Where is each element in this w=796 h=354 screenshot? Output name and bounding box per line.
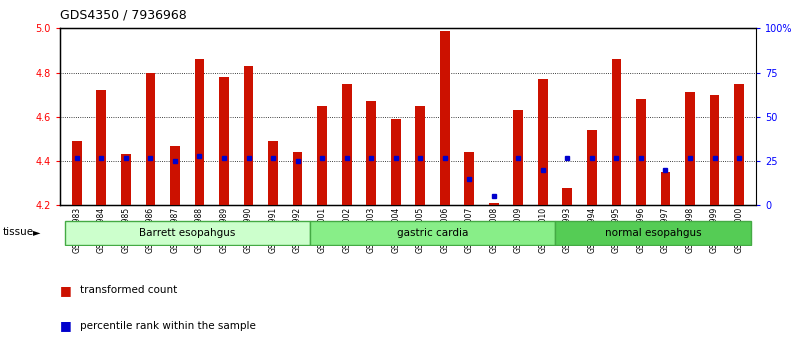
Bar: [416, 106, 425, 205]
Bar: [366, 101, 376, 205]
Bar: [96, 90, 107, 205]
Bar: [611, 59, 622, 205]
Bar: [219, 77, 229, 205]
Bar: [440, 30, 450, 205]
Bar: [64, 221, 310, 245]
Bar: [244, 66, 253, 205]
Bar: [293, 152, 302, 205]
Bar: [489, 203, 498, 205]
Text: ■: ■: [60, 319, 72, 332]
Bar: [146, 73, 155, 205]
Bar: [709, 95, 720, 205]
Bar: [538, 79, 548, 205]
Bar: [121, 154, 131, 205]
Bar: [391, 119, 400, 205]
Bar: [555, 221, 751, 245]
Bar: [587, 130, 597, 205]
Text: ►: ►: [33, 227, 41, 237]
Bar: [464, 152, 474, 205]
Bar: [636, 99, 646, 205]
Bar: [661, 172, 670, 205]
Text: Barrett esopahgus: Barrett esopahgus: [139, 228, 236, 238]
Text: normal esopahgus: normal esopahgus: [605, 228, 701, 238]
Text: gastric cardia: gastric cardia: [396, 228, 468, 238]
Bar: [563, 188, 572, 205]
Text: tissue: tissue: [2, 227, 33, 237]
Text: percentile rank within the sample: percentile rank within the sample: [80, 321, 256, 331]
Bar: [685, 92, 695, 205]
Bar: [341, 84, 352, 205]
Bar: [72, 141, 82, 205]
Bar: [268, 141, 278, 205]
Bar: [513, 110, 523, 205]
Text: GDS4350 / 7936968: GDS4350 / 7936968: [60, 9, 186, 22]
Text: transformed count: transformed count: [80, 285, 177, 295]
Text: ■: ■: [60, 284, 72, 297]
Bar: [194, 59, 205, 205]
Bar: [318, 106, 327, 205]
Bar: [734, 84, 744, 205]
Bar: [170, 145, 180, 205]
Bar: [310, 221, 555, 245]
